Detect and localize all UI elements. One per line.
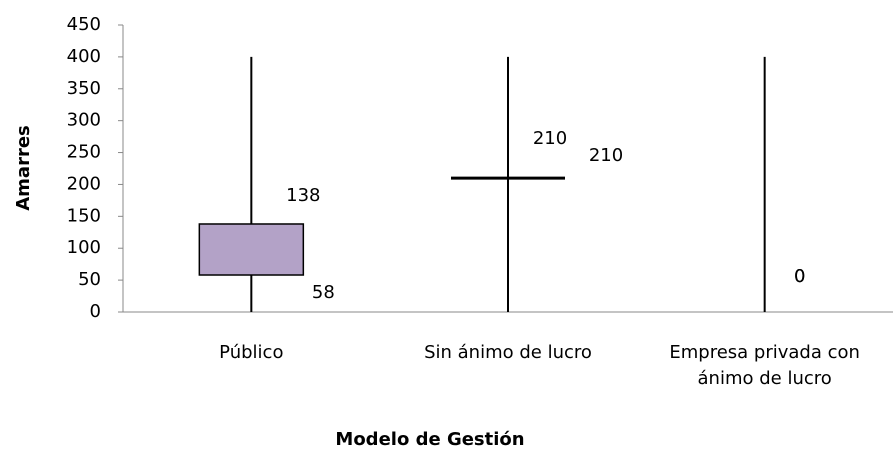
x-axis-title: Modelo de Gestión [335, 429, 524, 450]
data-label: 210 [533, 128, 567, 149]
x-tick-label: Sin ánimo de lucro [424, 342, 592, 363]
y-tick-label: 100 [67, 237, 101, 258]
data-label: 0 [794, 266, 805, 287]
y-tick-label: 50 [78, 269, 101, 290]
data-label: 138 [286, 185, 320, 206]
y-tick-label: 350 [67, 78, 101, 99]
y-tick-label: 200 [67, 173, 101, 194]
y-tick-label: 0 [90, 301, 101, 322]
x-tick-label: Empresa privada con ánimo de lucro [669, 342, 860, 389]
y-axis-title: Amarres [13, 125, 34, 211]
y-tick-label: 300 [67, 110, 101, 131]
data-label: 58 [312, 282, 335, 303]
y-tick-label: 400 [67, 46, 101, 67]
data-label: 0 [794, 266, 805, 287]
x-tick-label: Público [219, 342, 284, 363]
y-tick-label: 250 [67, 142, 101, 163]
data-label: 210 [589, 145, 623, 166]
box [198, 223, 305, 276]
y-tick-label: 150 [67, 205, 101, 226]
y-tick-label: 450 [67, 14, 101, 35]
